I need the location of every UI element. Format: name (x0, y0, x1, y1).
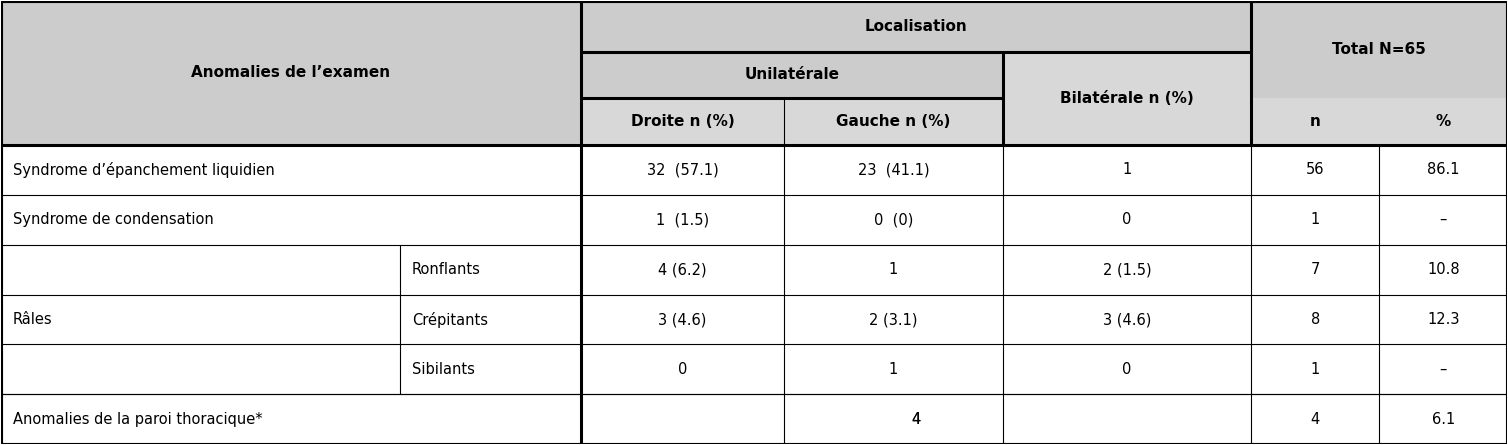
Bar (0, 245, 400, 394)
Text: Unilatérale: Unilatérale (743, 68, 838, 82)
Text: 10.8: 10.8 (1427, 262, 1460, 277)
Text: 2 (1.5): 2 (1.5) (1102, 262, 1151, 277)
Text: –: – (1440, 362, 1448, 377)
Text: 7: 7 (1310, 262, 1320, 277)
Text: Râles: Râles (12, 312, 53, 327)
Text: Total N=65: Total N=65 (1332, 42, 1427, 57)
Text: 4: 4 (1310, 412, 1320, 427)
Text: Localisation: Localisation (864, 19, 967, 34)
Text: 1  (1.5): 1 (1.5) (656, 212, 709, 227)
Text: 0: 0 (1122, 212, 1131, 227)
Bar (581, 98, 784, 145)
Text: Crépitants: Crépitants (412, 312, 489, 328)
Text: 4: 4 (911, 412, 920, 427)
Text: 1: 1 (1122, 162, 1131, 177)
Text: Ronflants: Ronflants (412, 262, 481, 277)
Text: Syndrome d’épanchement liquidien: Syndrome d’épanchement liquidien (12, 162, 274, 178)
Text: 0  (0): 0 (0) (873, 212, 912, 227)
Text: 0: 0 (677, 362, 688, 377)
Bar (784, 98, 1003, 145)
Text: 6.1: 6.1 (1431, 412, 1455, 427)
Bar (1252, 98, 1380, 145)
Text: Anomalies de la paroi thoracique*: Anomalies de la paroi thoracique* (12, 412, 262, 427)
Text: Anomalies de l’examen: Anomalies de l’examen (192, 65, 391, 80)
Text: 3 (4.6): 3 (4.6) (1102, 312, 1151, 327)
Text: 12.3: 12.3 (1427, 312, 1460, 327)
Text: 1: 1 (888, 362, 897, 377)
Text: 4: 4 (911, 412, 920, 427)
Bar (0, 295, 1508, 344)
Text: 32  (57.1): 32 (57.1) (647, 162, 718, 177)
Bar (0, 344, 1508, 394)
Bar (0, 394, 1508, 444)
Text: n: n (1310, 114, 1321, 129)
Bar (1003, 52, 1252, 145)
Bar (581, 1, 1252, 52)
Text: Syndrome de condensation: Syndrome de condensation (12, 212, 214, 227)
Text: 1: 1 (888, 262, 897, 277)
Text: Gauche n (%): Gauche n (%) (835, 114, 950, 129)
Text: 0: 0 (1122, 362, 1131, 377)
Bar (0, 195, 1508, 245)
Bar (581, 394, 1252, 444)
Bar (581, 52, 1003, 98)
Text: 1: 1 (1310, 212, 1320, 227)
Text: Sibilants: Sibilants (412, 362, 475, 377)
Bar (1380, 98, 1508, 145)
Text: 2 (3.1): 2 (3.1) (869, 312, 917, 327)
Text: %: % (1436, 114, 1451, 129)
Bar (0, 145, 1508, 195)
Text: 4 (6.2): 4 (6.2) (657, 262, 707, 277)
Text: 3 (4.6): 3 (4.6) (659, 312, 707, 327)
Text: Droite n (%): Droite n (%) (630, 114, 734, 129)
Text: 8: 8 (1310, 312, 1320, 327)
Bar (1252, 1, 1508, 98)
Text: 56: 56 (1306, 162, 1324, 177)
Bar (0, 245, 1508, 295)
Text: –: – (1440, 212, 1448, 227)
Bar (0, 1, 581, 145)
Text: 23  (41.1): 23 (41.1) (858, 162, 929, 177)
Text: 1: 1 (1310, 362, 1320, 377)
Text: Bilatérale n (%): Bilatérale n (%) (1060, 91, 1194, 106)
Text: 86.1: 86.1 (1427, 162, 1460, 177)
